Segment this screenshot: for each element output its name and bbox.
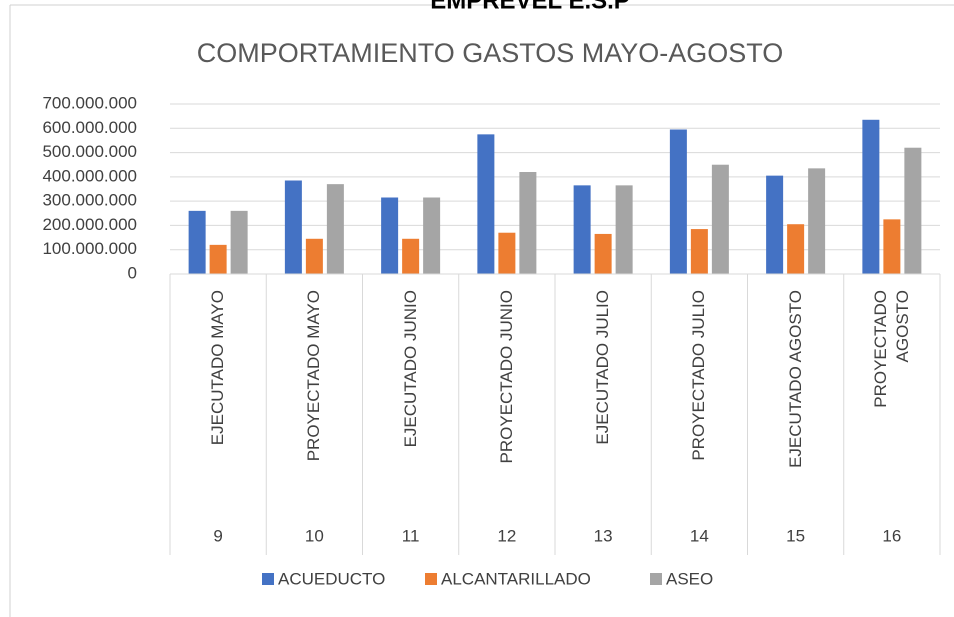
legend-label: ALCANTARILLADO: [441, 569, 591, 588]
x-group-label: 16: [882, 526, 901, 545]
y-tick-label: 200.000.000: [42, 215, 137, 234]
bar: [615, 185, 633, 274]
legend-swatch: [262, 573, 274, 585]
bar: [209, 244, 227, 274]
x-tick-label: PROYECTADO AGOSTO: [870, 290, 912, 408]
bar: [326, 184, 344, 274]
y-tick-label: 600.000.000: [42, 118, 137, 137]
bar: [573, 185, 591, 274]
legend-swatch: [425, 573, 437, 585]
y-tick-label: 500.000.000: [42, 142, 137, 161]
bar: [402, 238, 420, 274]
bar: [808, 168, 826, 274]
x-group-label: 13: [594, 526, 613, 545]
x-tick-label: EJECUTADO MAYO: [208, 290, 228, 446]
bar: [669, 129, 687, 274]
bar: [498, 232, 516, 274]
legend-label: ASEO: [666, 569, 713, 588]
legend-swatch: [650, 573, 662, 585]
bar: [594, 233, 612, 274]
x-tick-label: EJECUTADO AGOSTO: [785, 290, 805, 468]
x-tick-label: EJECUTADO JULIO: [593, 290, 613, 445]
bar: [423, 197, 441, 274]
header-text: EMPREVEL E.S.P: [430, 0, 630, 14]
bar: [766, 175, 784, 274]
x-tick-label: EJECUTADO JUNIO: [400, 290, 420, 448]
x-tick-label: PROYECTADO JUNIO: [496, 290, 516, 464]
x-group-label: 10: [305, 526, 324, 545]
bar: [305, 238, 323, 274]
bar: [787, 224, 805, 274]
y-tick-label: 100.000.000: [42, 239, 137, 258]
x-group-label: 14: [690, 526, 709, 545]
x-group-label: 12: [497, 526, 516, 545]
x-tick-label: PROYECTADO JULIO: [689, 290, 709, 461]
bar: [519, 172, 537, 274]
x-tick-label: PROYECTADO MAYO: [304, 290, 324, 462]
y-tick-label: 700.000.000: [42, 93, 137, 112]
x-group-label: 11: [402, 526, 420, 545]
y-tick-label: 400.000.000: [42, 166, 137, 185]
bar: [883, 219, 901, 274]
x-group-label: 15: [786, 526, 805, 545]
bar: [862, 119, 880, 275]
y-tick-label: 300.000.000: [42, 191, 137, 210]
bar: [477, 134, 495, 274]
bar: [690, 229, 708, 274]
y-tick-label: 0: [128, 263, 137, 282]
x-group-label: 9: [213, 526, 222, 545]
legend-label: ACUEDUCTO: [278, 569, 385, 588]
bar: [284, 180, 302, 274]
bar: [711, 164, 729, 274]
bar: [381, 197, 399, 274]
bar: [904, 147, 922, 274]
bar: [230, 210, 248, 274]
bar: [188, 210, 206, 274]
chart-title: COMPORTAMIENTO GASTOS MAYO-AGOSTO: [197, 38, 784, 68]
